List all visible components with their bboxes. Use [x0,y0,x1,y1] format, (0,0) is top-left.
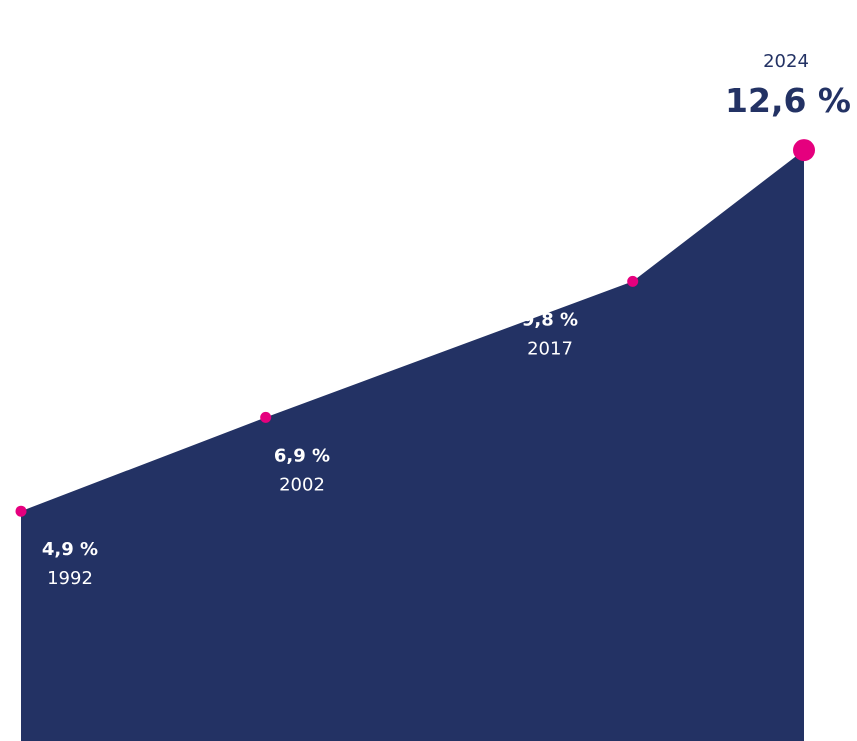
value-label-1992: 4,9 % [42,539,98,560]
year-label-1992: 1992 [47,568,93,589]
value-label-2002: 6,9 % [274,445,330,466]
year-label-2017: 2017 [527,338,573,359]
data-point-2024 [793,139,815,162]
data-labels: 4,9 % 1992 6,9 % 2002 9,8 % 2017 2024 12,6 % [42,51,851,589]
area-series [21,150,804,741]
value-label-2024: 12,6 % [725,81,851,120]
data-markers [15,139,815,517]
data-point-1992 [15,505,27,517]
year-label-2002: 2002 [279,474,325,495]
data-point-2017 [627,275,639,287]
data-point-2002 [260,411,272,423]
year-label-2024: 2024 [763,51,809,72]
value-label-2017: 9,8 % [522,309,578,330]
